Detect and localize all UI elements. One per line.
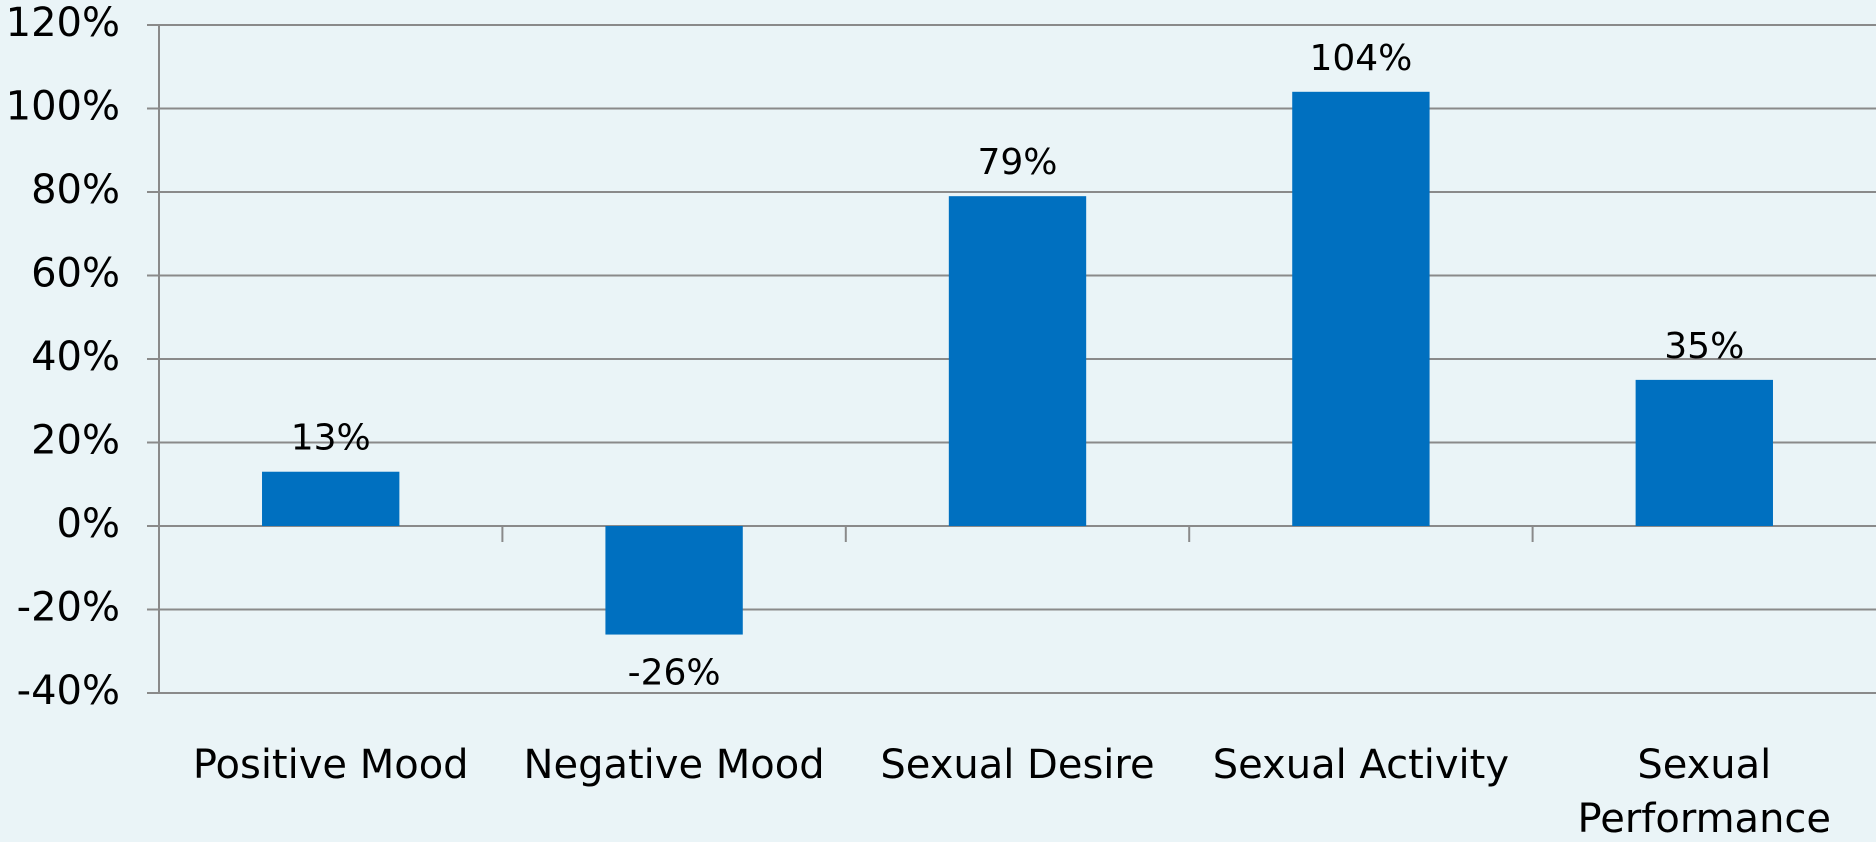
x-tick-label: Positive Mood — [192, 742, 469, 788]
bar — [1292, 91, 1430, 527]
y-tick-label: 0% — [57, 501, 120, 547]
x-tick-label: Sexual Activity — [1212, 742, 1509, 788]
y-tick-label: 20% — [31, 418, 120, 464]
y-tick-label: 80% — [31, 167, 120, 213]
bar — [1635, 379, 1773, 526]
y-tick-label: 120% — [6, 0, 120, 46]
y-tick-label: 100% — [6, 84, 120, 130]
data-label: 13% — [291, 418, 371, 459]
y-tick-label: 40% — [31, 334, 120, 380]
data-label: 79% — [977, 142, 1057, 183]
bar — [605, 526, 743, 635]
data-label: 104% — [1309, 38, 1412, 79]
bar — [262, 471, 400, 526]
y-tick-label: -40% — [17, 668, 120, 714]
data-label: -26% — [628, 653, 721, 694]
x-tick-label: Sexual Performance — [1577, 742, 1832, 842]
x-tick-label: Sexual Desire — [880, 742, 1155, 788]
bar — [948, 196, 1087, 527]
y-tick-label: 60% — [31, 251, 120, 297]
x-tick-label: Negative Mood — [523, 742, 825, 788]
y-tick-label: -20% — [17, 585, 120, 631]
data-label: 35% — [1664, 326, 1744, 367]
